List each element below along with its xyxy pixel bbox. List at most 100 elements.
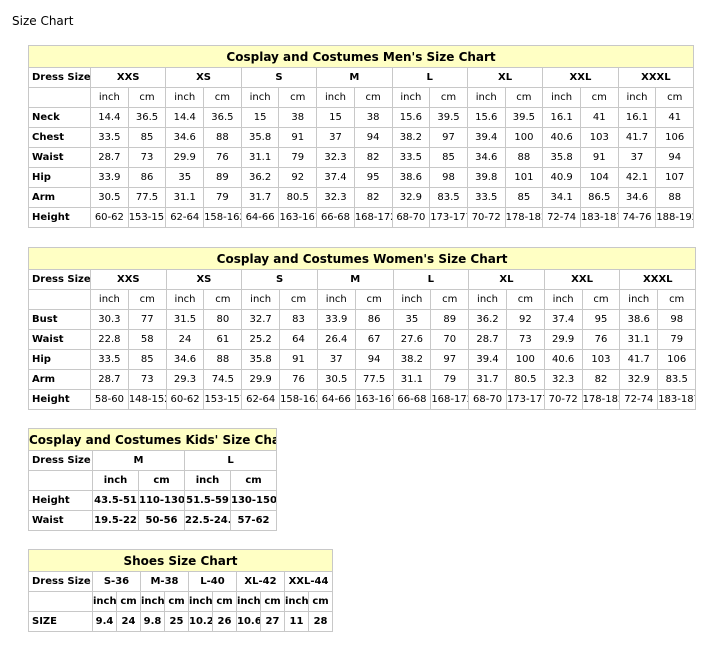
cell: 15.6 — [391, 107, 431, 128]
size-header: XL — [466, 67, 544, 88]
cell: 89 — [430, 309, 470, 330]
empty-cell — [28, 470, 93, 491]
empty-cell — [28, 289, 91, 310]
unit-header: inch — [619, 289, 659, 310]
cell: 31.1 — [619, 329, 659, 350]
cell: 40.6 — [543, 349, 583, 370]
cell: 31.1 — [392, 369, 432, 390]
data-row: Bust 30.3 77 31.5 80 32.7 83 33.9 86 35 89 36.2 92 37… — [28, 309, 697, 330]
cell: 98 — [429, 167, 468, 188]
cell: 15.6 — [466, 107, 506, 128]
size-row: Dress Size XXS XS S M L XL XXL XXXL — [28, 67, 695, 88]
cell: 34.6 — [165, 127, 205, 148]
unit-header: inch — [392, 289, 432, 310]
cell: 58-60 — [90, 389, 129, 410]
cell: 100 — [504, 127, 544, 148]
cell: 40.6 — [542, 127, 581, 148]
cell: 85 — [127, 127, 167, 148]
unit-header: inch — [90, 289, 129, 310]
cell: 22.8 — [90, 329, 129, 350]
cell: 85 — [504, 187, 544, 208]
cell: 91 — [579, 147, 619, 168]
size-header: XXL — [543, 269, 621, 290]
mens-table: Cosplay and Costumes Men's Size Chart Dre… — [27, 45, 695, 228]
shoes-table: Shoes Size Chart Dress Size S-36 M-38 L-40 XL… — [27, 549, 334, 632]
cell: 104 — [579, 167, 619, 188]
cell: 168-172 — [353, 207, 393, 228]
cell: 10.6 — [236, 611, 261, 632]
cell: 85 — [429, 147, 468, 168]
size-header: XL — [468, 269, 545, 290]
unit-header: inch — [92, 470, 139, 491]
cell: 27 — [260, 611, 285, 632]
cell: 91 — [278, 127, 318, 148]
unit-header: cm — [279, 289, 318, 310]
unit-header: cm — [354, 289, 394, 310]
cell: 86 — [127, 167, 167, 188]
cell: 33.9 — [90, 167, 129, 188]
cell: 34.6 — [466, 147, 506, 168]
unit-header: cm — [657, 289, 697, 310]
cell: 15 — [316, 107, 355, 128]
unit-row: inch cm inch cm inch cm inch cm inch cm inch cm inch… — [28, 289, 697, 310]
row-label: Height — [28, 490, 93, 511]
cell: 31.5 — [165, 309, 205, 330]
table-body: Cosplay and Costumes Men's Size Chart Dre… — [27, 45, 695, 228]
cell: 153-157 — [127, 207, 167, 228]
cell: 38 — [353, 107, 393, 128]
cell: 32.3 — [543, 369, 583, 390]
row-label: Height — [28, 389, 91, 410]
cell: 183-187 — [657, 389, 697, 410]
cell: 183-187 — [579, 207, 619, 228]
cell: 30.3 — [90, 309, 129, 330]
cell: 35.8 — [241, 349, 281, 370]
cell: 83 — [279, 309, 318, 330]
row-label: Waist — [28, 510, 93, 531]
row-label: Bust — [28, 309, 91, 330]
cell: 80 — [203, 309, 243, 330]
cell: 28.7 — [468, 329, 507, 350]
unit-header: cm — [164, 591, 189, 612]
cell: 24 — [165, 329, 205, 350]
table-body: Cosplay and Costumes Women's Size Chart D… — [27, 247, 697, 410]
row-label: Chest — [28, 127, 91, 148]
unit-header: cm — [127, 289, 167, 310]
cell: 36.2 — [240, 167, 280, 188]
cell: 91 — [279, 349, 318, 370]
unit-header: inch — [165, 87, 205, 108]
cell: 38.2 — [391, 127, 431, 148]
cell: 33.5 — [90, 127, 129, 148]
cell: 106 — [655, 127, 695, 148]
cell: 92 — [505, 309, 545, 330]
cell: 88 — [655, 187, 695, 208]
cell: 97 — [430, 349, 470, 370]
cell: 19.5-22 — [92, 510, 139, 531]
empty-cell — [28, 591, 93, 612]
cell: 39.4 — [466, 127, 506, 148]
cell: 76 — [279, 369, 318, 390]
cell: 94 — [353, 127, 393, 148]
cell: 103 — [581, 349, 621, 370]
cell: 31.1 — [165, 187, 205, 208]
cell: 77 — [127, 309, 167, 330]
cell: 92 — [278, 167, 318, 188]
unit-header: cm — [579, 87, 619, 108]
unit-header: inch — [184, 470, 231, 491]
cell: 82 — [581, 369, 621, 390]
cell: 86 — [354, 309, 394, 330]
cell: 33.5 — [466, 187, 506, 208]
cell: 41.7 — [619, 349, 659, 370]
cell: 43.5-51 — [92, 490, 139, 511]
cell: 62-64 — [165, 207, 205, 228]
data-row: Arm 28.7 73 29.3 74.5 29.9 76 30.5 77.5 31.1 79 31.… — [28, 369, 697, 390]
cell: 31.1 — [240, 147, 280, 168]
cell: 88 — [203, 349, 243, 370]
data-row: Chest 33.5 85 34.6 88 35.8 91 37 94 38.2 97 39.4 100… — [28, 127, 695, 148]
cell: 79 — [430, 369, 470, 390]
cell: 9.4 — [92, 611, 117, 632]
cell: 16.1 — [542, 107, 581, 128]
cell: 72-74 — [619, 389, 659, 410]
cell: 38 — [278, 107, 318, 128]
